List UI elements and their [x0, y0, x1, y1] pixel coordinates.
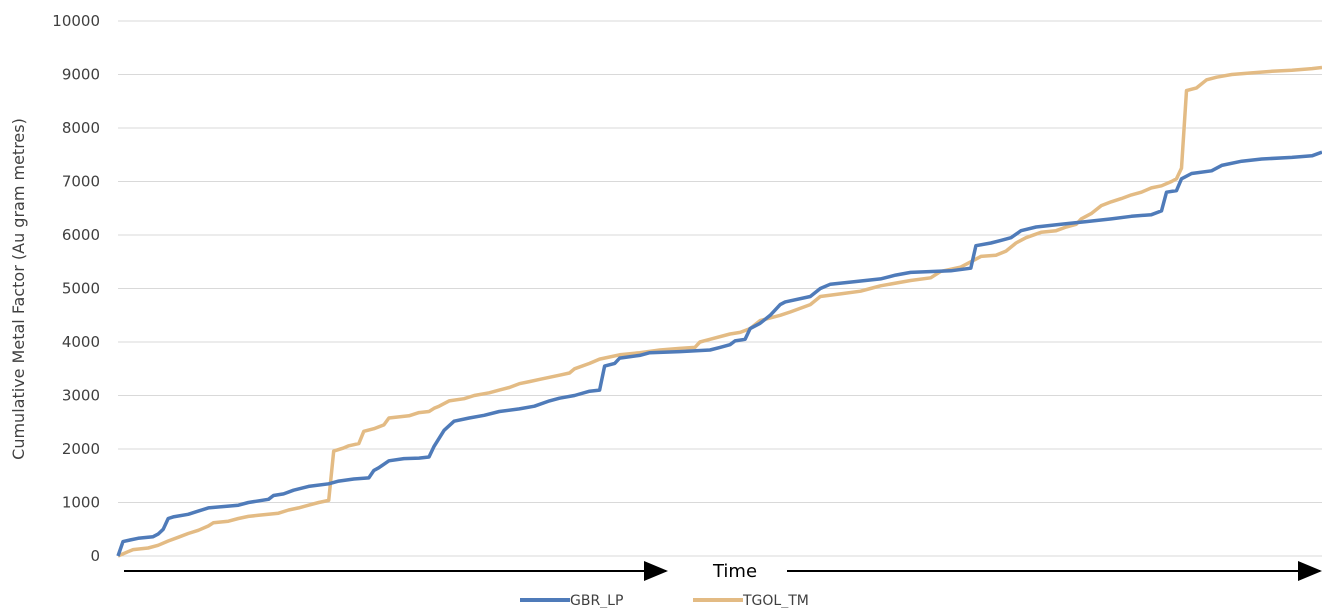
- series-line-tgol-tm: [117, 65, 1322, 558]
- y-axis-ticks: 0 1000 2000 3000 4000 5000 6000 7000 8000 9000 100…: [52, 12, 100, 565]
- y-tick-label: 10000: [52, 12, 100, 30]
- y-axis-label: Cumulative Metal Factor (Au gram metres): [9, 118, 28, 460]
- y-tick-label: 0: [90, 547, 100, 565]
- y-tick-label: 9000: [62, 66, 100, 84]
- y-tick-label: 8000: [62, 119, 100, 137]
- time-axis-label: Time: [712, 561, 757, 582]
- time-axis: Time: [124, 561, 1322, 582]
- series-line-gbr-lp: [116, 150, 1322, 557]
- y-tick-label: 1000: [62, 494, 100, 512]
- y-tick-label: 3000: [62, 387, 100, 405]
- legend-label-tgol-tm: TGOL_TM: [742, 593, 809, 608]
- legend: GBR_LP TGOL_TM: [520, 593, 809, 608]
- y-tick-label: 4000: [62, 333, 100, 351]
- legend-label-gbr-lp: GBR_LP: [570, 593, 623, 608]
- gridlines: [118, 20, 1322, 557]
- y-tick-label: 7000: [62, 173, 100, 191]
- y-tick-label: 2000: [62, 440, 100, 458]
- y-tick-label: 5000: [62, 280, 100, 298]
- y-tick-label: 6000: [62, 226, 100, 244]
- series-group: [116, 65, 1322, 558]
